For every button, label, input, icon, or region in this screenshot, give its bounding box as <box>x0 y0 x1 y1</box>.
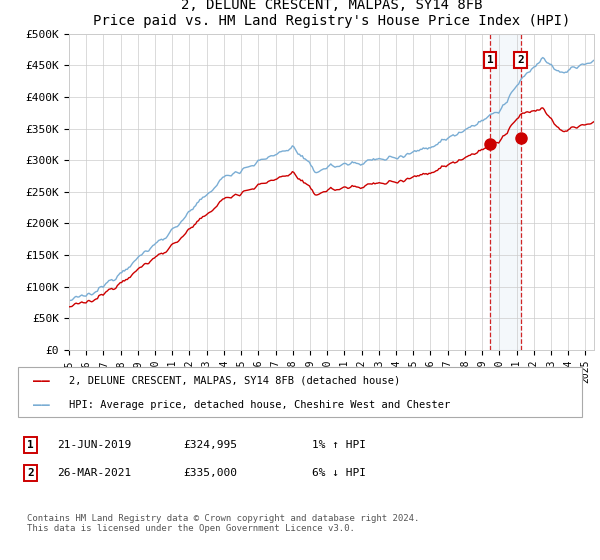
Bar <box>490 34 521 350</box>
Text: ——: —— <box>33 398 50 412</box>
Text: 1: 1 <box>487 55 494 65</box>
Text: Contains HM Land Registry data © Crown copyright and database right 2024.
This d: Contains HM Land Registry data © Crown c… <box>27 514 419 533</box>
Text: £335,000: £335,000 <box>183 468 237 478</box>
Text: 1% ↑ HPI: 1% ↑ HPI <box>312 440 366 450</box>
Text: 2: 2 <box>27 468 34 478</box>
Text: 1: 1 <box>27 440 34 450</box>
Text: 26-MAR-2021: 26-MAR-2021 <box>57 468 131 478</box>
Text: 2: 2 <box>517 55 524 65</box>
Text: 21-JUN-2019: 21-JUN-2019 <box>57 440 131 450</box>
Text: £324,995: £324,995 <box>183 440 237 450</box>
Text: 2, DELUNE CRESCENT, MALPAS, SY14 8FB (detached house): 2, DELUNE CRESCENT, MALPAS, SY14 8FB (de… <box>69 376 400 386</box>
Title: 2, DELUNE CRESCENT, MALPAS, SY14 8FB
Price paid vs. HM Land Registry's House Pri: 2, DELUNE CRESCENT, MALPAS, SY14 8FB Pri… <box>93 0 570 28</box>
Text: ——: —— <box>33 374 50 388</box>
Text: HPI: Average price, detached house, Cheshire West and Chester: HPI: Average price, detached house, Ches… <box>69 400 450 409</box>
Text: 6% ↓ HPI: 6% ↓ HPI <box>312 468 366 478</box>
